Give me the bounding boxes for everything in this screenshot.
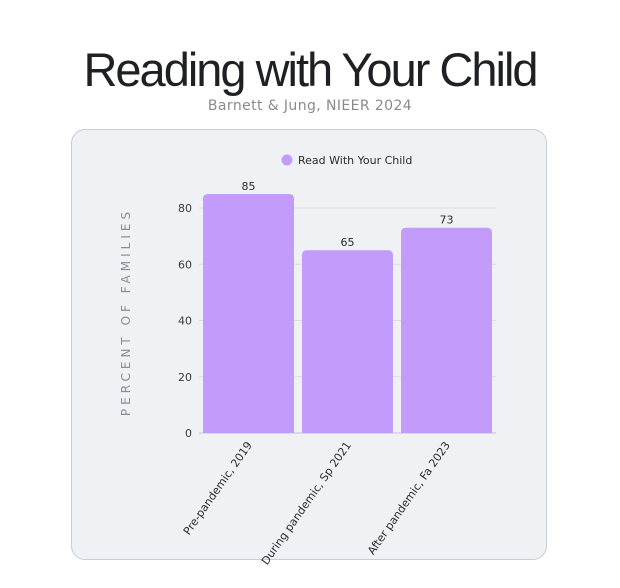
bars [203, 193, 492, 433]
x-tick-label: During pandemic, Sp 2021 [259, 439, 354, 567]
x-tick-label: Pre-pandemic, 2019 [181, 439, 255, 537]
data-label: 85 [242, 180, 256, 193]
legend-swatch [281, 154, 293, 166]
y-tick-label: 0 [185, 427, 192, 440]
data-label: 65 [341, 236, 355, 249]
bar [203, 193, 294, 433]
y-axis-label: PERCENT OF FAMILIES [119, 208, 133, 416]
legend-label: Read With Your Child [298, 154, 412, 167]
page-title: Reading with Your Child [83, 43, 538, 96]
x-axis-ticks: Pre-pandemic, 2019 During pandemic, Sp 20… [181, 439, 453, 567]
y-tick-label: 60 [178, 258, 192, 271]
legend: Read With Your Child [281, 154, 412, 167]
data-labels: 85 65 73 [242, 180, 454, 249]
y-axis-ticks: 0 20 40 60 80 [178, 202, 192, 440]
y-tick-label: 20 [178, 371, 192, 384]
y-tick-label: 80 [178, 202, 192, 215]
bar [401, 227, 492, 433]
data-label: 73 [440, 214, 454, 227]
bar [302, 250, 393, 433]
page-subtitle: Barnett & Jung, NIEER 2024 [207, 98, 413, 114]
y-tick-label: 40 [178, 315, 192, 328]
x-tick-label: After pandemic, Fa 2023 [365, 439, 453, 557]
